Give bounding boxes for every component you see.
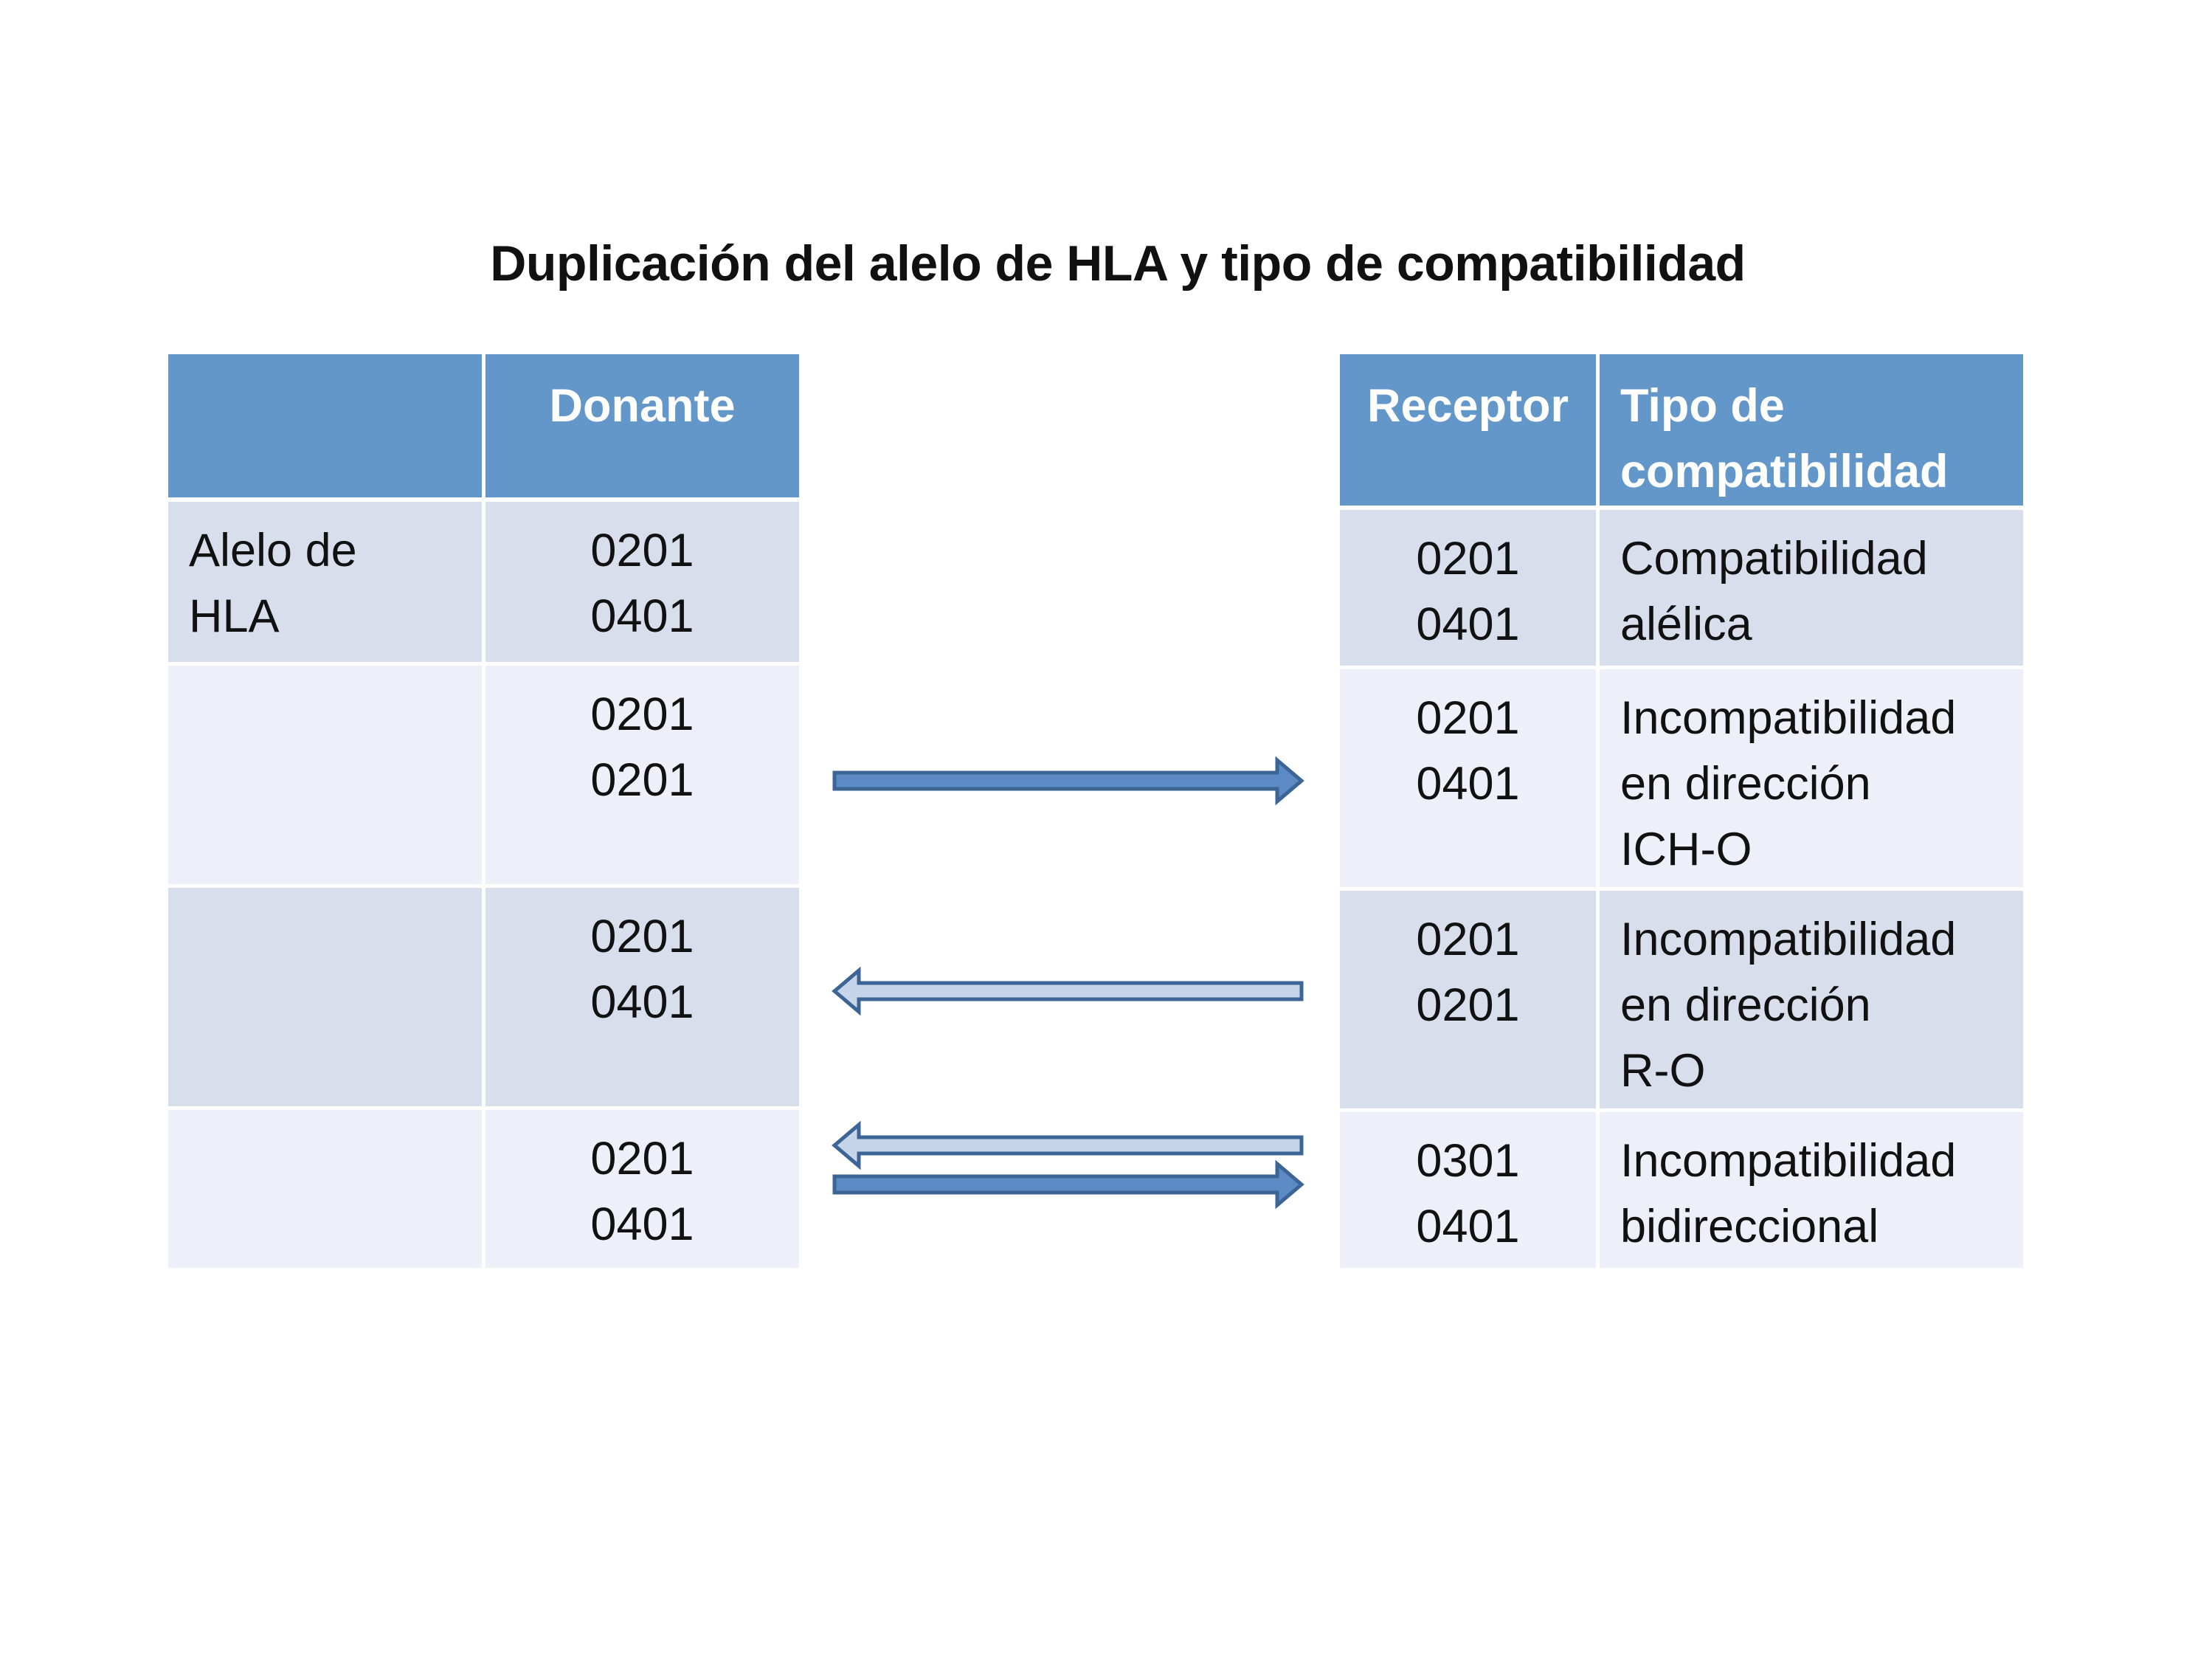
compat-type-line: en dirección	[1620, 979, 1871, 1031]
row-label-line: Alelo de	[189, 525, 357, 576]
compat-type-line: Incompatibilidad	[1620, 692, 1957, 744]
donor-alleles: 0201 0401	[485, 502, 799, 662]
compat-type-line: ICH-O	[1620, 824, 1752, 875]
donor-header-empty	[168, 354, 482, 497]
recipient-alleles: 0301 0401	[1340, 1112, 1596, 1268]
compat-type-header-line: compatibilidad	[1620, 446, 1949, 497]
recipient-alleles: 0201 0401	[1340, 510, 1596, 666]
compat-type: Compatibilidad alélica	[1600, 510, 2023, 666]
donor-alleles: 0201 0401	[485, 1110, 799, 1268]
allele-code: 0201	[590, 1133, 694, 1184]
compat-type-header-line: Tipo de	[1620, 380, 1785, 432]
recipient-alleles: 0201 0401	[1340, 669, 1596, 887]
compat-type: Incompatibilidad bidireccional	[1600, 1112, 2023, 1268]
allele-code: 0201	[590, 754, 694, 806]
compat-type: Incompatibilidad en dirección ICH-O	[1600, 669, 2023, 887]
compat-type-header: Tipo de compatibilidad	[1600, 354, 2023, 506]
allele-code: 0401	[1416, 758, 1520, 810]
allele-code: 0401	[590, 1198, 694, 1250]
recipient-header-label: Receptor	[1366, 380, 1569, 432]
allele-code: 0401	[590, 590, 694, 642]
compat-type-line: Incompatibilidad	[1620, 914, 1957, 965]
arrow-left-row-4	[832, 1120, 1304, 1170]
allele-code: 0301	[1416, 1135, 1520, 1187]
row-label-line: HLA	[189, 590, 280, 642]
arrow-right-row-2	[832, 756, 1304, 806]
donor-row-label	[168, 1110, 482, 1268]
donor-alleles: 0201 0201	[485, 666, 799, 884]
donor-header-label: Donante	[549, 380, 736, 432]
compat-type: Incompatibilidad en dirección R-O	[1600, 891, 2023, 1108]
allele-code: 0201	[1416, 914, 1520, 965]
compat-type-line: Compatibilidad	[1620, 533, 1928, 584]
compat-type-line: bidireccional	[1620, 1201, 1879, 1252]
recipient-header: Receptor	[1340, 354, 1596, 506]
allele-code: 0201	[590, 911, 694, 962]
donor-alleles: 0201 0401	[485, 888, 799, 1106]
allele-code: 0401	[590, 976, 694, 1028]
allele-code: 0201	[1416, 533, 1520, 584]
donor-header: Donante	[485, 354, 799, 497]
compat-type-line: alélica	[1620, 599, 1752, 650]
compat-type-line: en dirección	[1620, 758, 1871, 810]
allele-code: 0201	[1416, 692, 1520, 744]
donor-row-label	[168, 666, 482, 884]
figure-title: Duplicación del alelo de HLA y tipo de c…	[490, 235, 1746, 292]
allele-code: 0201	[590, 689, 694, 740]
recipient-alleles: 0201 0201	[1340, 891, 1596, 1108]
allele-code: 0201	[590, 525, 694, 576]
compat-type-line: Incompatibilidad	[1620, 1135, 1957, 1187]
compat-type-line: R-O	[1620, 1045, 1706, 1097]
allele-code: 0401	[1416, 1201, 1520, 1252]
arrow-left-row-3	[832, 966, 1304, 1016]
donor-row-label	[168, 888, 482, 1106]
allele-code: 0401	[1416, 599, 1520, 650]
allele-code: 0201	[1416, 979, 1520, 1031]
donor-row-label: Alelo de HLA	[168, 502, 482, 662]
arrow-right-row-4	[832, 1159, 1304, 1210]
